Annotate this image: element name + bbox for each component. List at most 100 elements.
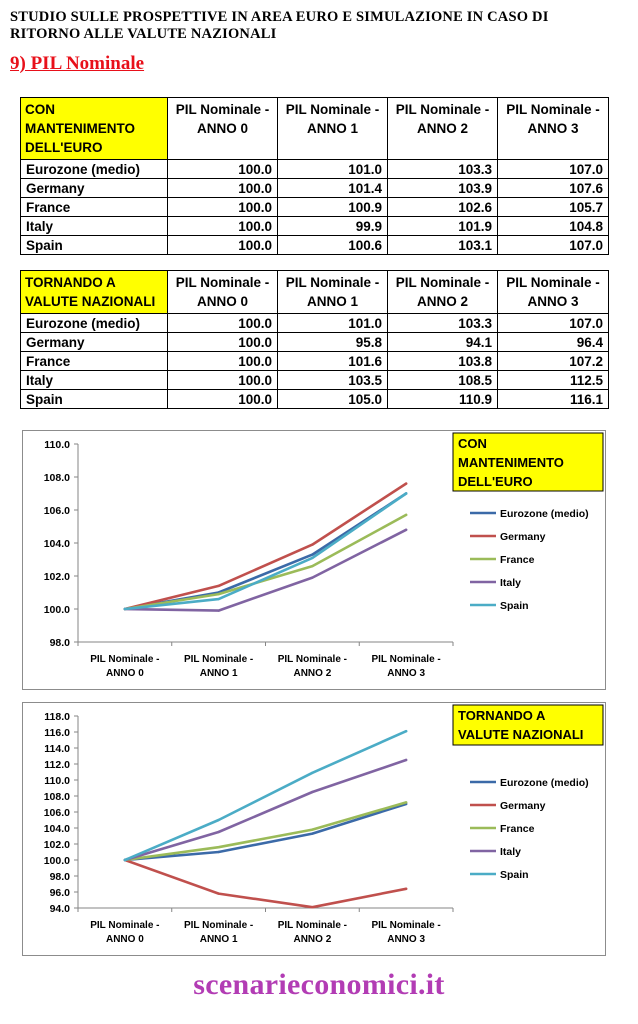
y-tick-label: 100.0 bbox=[44, 855, 70, 867]
y-tick-label: 94.0 bbox=[50, 903, 71, 915]
table-cell: 101.0 bbox=[277, 313, 388, 333]
series-line-2 bbox=[123, 482, 408, 611]
data-point bbox=[404, 887, 408, 890]
table-title: CON MANTENIMENTO DELL'EURO bbox=[20, 97, 168, 160]
x-tick-label: PIL Nominale -ANNO 3 bbox=[371, 654, 440, 679]
table-row: Eurozone (medio) 100.0 101.0 103.3 107.0 bbox=[20, 313, 609, 333]
y-tick-label: 104.0 bbox=[44, 538, 70, 550]
data-point bbox=[404, 801, 408, 804]
legend-label: Germany bbox=[500, 531, 546, 543]
legend-label: Italy bbox=[500, 577, 521, 589]
series-line-5 bbox=[123, 492, 408, 611]
y-tick-label: 98.0 bbox=[50, 637, 71, 649]
table-cell: 105.7 bbox=[497, 197, 609, 217]
table-cell: 95.8 bbox=[277, 332, 388, 352]
data-point bbox=[217, 597, 220, 601]
row-label: Eurozone (medio) bbox=[20, 159, 168, 179]
series-line-3 bbox=[123, 513, 408, 611]
data-point bbox=[404, 758, 408, 762]
section-title: 9) PIL Nominale bbox=[10, 53, 145, 74]
data-point bbox=[311, 771, 314, 774]
y-tick-label: 102.0 bbox=[44, 839, 70, 851]
table-cell: 116.1 bbox=[497, 389, 609, 409]
data-point bbox=[404, 730, 408, 733]
row-label: France bbox=[20, 197, 168, 217]
table-cell: 101.0 bbox=[277, 159, 388, 179]
chart-con-mantenimento-euro: 110.0 108.0 106.0 104.0 102.0 100.0 98.0 PIL No… bbox=[22, 430, 606, 690]
table-cell: 103.3 bbox=[387, 313, 498, 333]
table-cell: 102.6 bbox=[387, 197, 498, 217]
table-cell: 100.6 bbox=[277, 235, 388, 255]
table-cell: 100.0 bbox=[167, 235, 278, 255]
table-cell: 104.8 bbox=[497, 216, 609, 236]
table-cell: 101.6 bbox=[277, 351, 388, 371]
data-point bbox=[217, 830, 220, 834]
x-tick-label: PIL Nominale -ANNO 1 bbox=[184, 654, 253, 679]
series-line-2 bbox=[123, 858, 408, 909]
x-tick-label: PIL Nominale -ANNO 2 bbox=[278, 654, 347, 679]
data-point bbox=[217, 584, 220, 588]
table-cell: 101.4 bbox=[277, 178, 388, 198]
table-con-mantenimento-euro: CON MANTENIMENTO DELL'EURO PIL Nominale … bbox=[20, 97, 609, 255]
table-cell: 100.0 bbox=[167, 197, 278, 217]
column-header: PIL Nominale - ANNO 0 bbox=[167, 97, 278, 160]
y-tick-label: 96.0 bbox=[50, 887, 71, 899]
data-point bbox=[311, 556, 314, 560]
row-label: Italy bbox=[20, 216, 168, 236]
series-line-4 bbox=[123, 528, 408, 612]
data-point bbox=[404, 482, 408, 485]
table-row: Eurozone (medio) 100.0 101.0 103.3 107.0 bbox=[20, 159, 609, 179]
y-tick-label: 108.0 bbox=[44, 472, 70, 484]
table-cell: 103.8 bbox=[387, 351, 498, 371]
table-cell: 107.0 bbox=[497, 313, 609, 333]
y-tick-label: 100.0 bbox=[44, 604, 70, 616]
column-header: PIL Nominale - ANNO 3 bbox=[497, 97, 609, 160]
chart-title-box bbox=[452, 432, 604, 492]
table-cell: 94.1 bbox=[387, 332, 498, 352]
table-cell: 100.0 bbox=[167, 216, 278, 236]
table-cell: 107.6 bbox=[497, 178, 609, 198]
data-point bbox=[217, 892, 220, 895]
table-cell: 103.1 bbox=[387, 235, 498, 255]
y-tick-label: 110.0 bbox=[44, 775, 70, 787]
legend-label: Eurozone (medio) bbox=[500, 777, 589, 789]
table-header-row: CON MANTENIMENTO DELL'EURO PIL Nominale … bbox=[20, 97, 609, 160]
series-line-3 bbox=[123, 801, 408, 862]
row-label: Eurozone (medio) bbox=[20, 313, 168, 333]
y-tick-label: 106.0 bbox=[44, 505, 70, 517]
table-cell: 101.9 bbox=[387, 216, 498, 236]
legend-label: Eurozone (medio) bbox=[500, 508, 589, 520]
y-tick-label: 102.0 bbox=[44, 571, 70, 583]
series-line-4 bbox=[123, 758, 408, 862]
column-header: PIL Nominale - ANNO 2 bbox=[387, 270, 498, 314]
legend-label: France bbox=[500, 554, 535, 566]
table-cell: 107.0 bbox=[497, 159, 609, 179]
table-cell: 100.0 bbox=[167, 351, 278, 371]
table-cell: 107.0 bbox=[497, 235, 609, 255]
data-point bbox=[217, 846, 220, 849]
legend-label: France bbox=[500, 823, 535, 835]
legend-label: Germany bbox=[500, 800, 546, 812]
data-point bbox=[311, 543, 314, 546]
x-tick-label: PIL Nominale -ANNO 0 bbox=[90, 654, 159, 679]
row-label: Germany bbox=[20, 178, 168, 198]
report-title: STUDIO SULLE PROSPETTIVE IN AREA EURO E … bbox=[10, 9, 549, 42]
x-tick-label: PIL Nominale -ANNO 1 bbox=[184, 920, 253, 945]
series-line-5 bbox=[123, 729, 408, 862]
table-cell: 108.5 bbox=[387, 370, 498, 390]
table-cell: 100.9 bbox=[277, 197, 388, 217]
column-header: PIL Nominale - ANNO 1 bbox=[277, 270, 388, 314]
series-line-1 bbox=[123, 802, 408, 862]
legend-label: Spain bbox=[500, 869, 529, 881]
table-row: Italy 100.0 99.9 101.9 104.8 bbox=[20, 216, 609, 236]
y-tick-label: 108.0 bbox=[44, 791, 70, 803]
data-point bbox=[217, 592, 220, 596]
row-label: Spain bbox=[20, 389, 168, 409]
row-label: Italy bbox=[20, 370, 168, 390]
table-cell: 100.0 bbox=[167, 389, 278, 409]
x-tick-label: PIL Nominale -ANNO 0 bbox=[90, 920, 159, 945]
y-tick-label: 106.0 bbox=[44, 807, 70, 819]
chart-tornando-valute-nazionali: 118.0 116.0 114.0 112.0 110.0 108.0 106.0 104.0… bbox=[22, 702, 606, 956]
data-point bbox=[123, 858, 127, 862]
legend-label: Italy bbox=[500, 846, 521, 858]
